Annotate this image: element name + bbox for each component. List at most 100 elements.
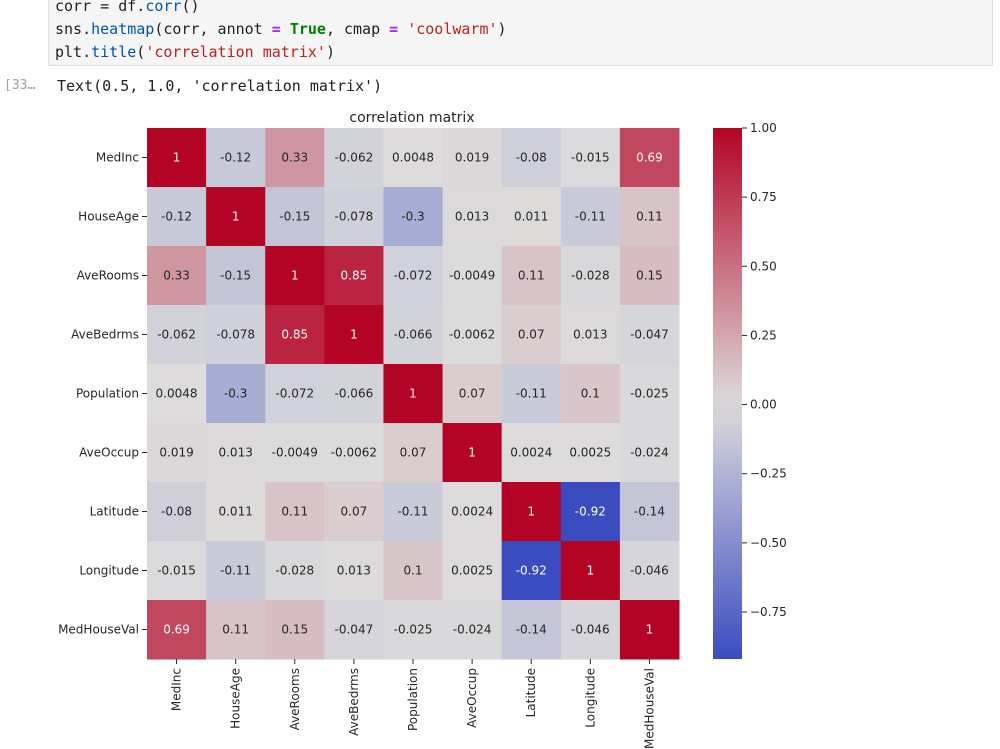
x-tick-label: Latitude (524, 668, 538, 717)
heatmap-cell (442, 600, 503, 660)
cell-annotation: -0.0062 (449, 328, 495, 342)
cell-annotation: -0.046 (571, 623, 610, 637)
cell-annotation: -0.062 (335, 151, 374, 165)
cell-annotation: -0.047 (630, 328, 669, 342)
heatmap-cell (501, 305, 562, 365)
heatmap-cell (383, 541, 444, 601)
heatmap-cell (147, 128, 207, 188)
cell-annotation: -0.072 (275, 387, 314, 401)
colorbar-tick-label: −0.25 (750, 467, 787, 481)
cell-annotation: 1 (232, 210, 240, 224)
cell-annotation: 0.013 (573, 328, 607, 342)
heatmap-cell (147, 423, 207, 483)
cell-annotation: -0.062 (157, 328, 196, 342)
cell-annotation: 1 (527, 505, 535, 519)
cell-annotation: -0.11 (516, 387, 547, 401)
cell-annotation: -0.0049 (272, 446, 318, 460)
cell-annotation: -0.92 (516, 564, 547, 578)
colorbar-tick-label: 0.75 (750, 190, 777, 204)
cell-annotation: -0.028 (275, 564, 314, 578)
cell-annotation: 1 (646, 623, 654, 637)
cell-annotation: 0.0025 (451, 564, 493, 578)
cell-annotation: 0.019 (159, 446, 193, 460)
heatmap-cell (442, 305, 503, 365)
cell-annotation: -0.14 (516, 623, 547, 637)
y-tick-label: AveRooms (77, 269, 139, 283)
y-axis-labels: MedInc HouseAge AveRooms AveBedrms Populatio… (58, 151, 147, 637)
heatmap-cell (442, 423, 503, 483)
heatmap-cell (206, 305, 266, 365)
cell-annotation: -0.14 (634, 505, 665, 519)
cell-annotation: -0.024 (453, 623, 492, 637)
heatmap-cell (265, 305, 325, 365)
heatmap-cell (501, 600, 562, 660)
heatmap-cell (619, 305, 680, 365)
cell-annotation: -0.047 (335, 623, 374, 637)
heatmap-cell (324, 246, 384, 306)
cell-annotation: -0.025 (394, 623, 433, 637)
x-tick-label: AveOccup (465, 668, 479, 728)
colorbar-tick-label: 0.25 (750, 328, 777, 342)
cell-annotation: -0.0062 (331, 446, 377, 460)
heatmap-cell (501, 187, 562, 247)
code-cell[interactable]: corr = df.corr() sns.heatmap(corr, annot… (48, 0, 993, 66)
x-tick-label: HouseAge (229, 668, 243, 729)
cell-annotation: 0.013 (337, 564, 371, 578)
cell-annotation: 0.11 (281, 505, 308, 519)
cell-annotation: 0.15 (281, 623, 308, 637)
cell-annotation: -0.15 (220, 269, 251, 283)
heatmap-cell (442, 482, 503, 542)
heatmap-cell (206, 128, 266, 188)
cell-annotation: 0.011 (218, 505, 252, 519)
heatmap-cell (265, 600, 325, 660)
heatmap-cell (560, 128, 621, 188)
colorbar-tick-label: 0.50 (750, 259, 777, 273)
cell-annotation: -0.066 (394, 328, 433, 342)
heatmap-cell (619, 600, 680, 660)
heatmap-cell (324, 364, 384, 424)
cell-annotation: -0.3 (224, 387, 247, 401)
heatmap-cell (383, 128, 444, 188)
colorbar-tick-label: 0.00 (750, 398, 777, 412)
code-line-3: plt.title('correlation matrix') (55, 43, 335, 61)
cell-annotation: -0.024 (630, 446, 669, 460)
cell-annotation: -0.078 (335, 210, 374, 224)
y-tick-label: Latitude (90, 505, 139, 519)
colorbar-tick-label: 1.00 (750, 121, 777, 135)
x-axis-labels: MedInc HouseAge AveRooms AveBedrms Populatio… (170, 659, 656, 749)
colorbar-tick-label: −0.50 (750, 536, 787, 550)
cell-annotation: 0.013 (218, 446, 252, 460)
heatmap-cell (206, 541, 266, 601)
cell-annotation: -0.028 (571, 269, 610, 283)
heatmap-cell (501, 423, 562, 483)
cell-annotation: 0.1 (581, 387, 600, 401)
heatmap-cell (206, 600, 266, 660)
heatmap-cell (560, 364, 621, 424)
heatmap-cell (442, 187, 503, 247)
heatmap-cell (265, 482, 325, 542)
cell-annotation: -0.015 (571, 151, 610, 165)
y-tick-label: MedHouseVal (58, 623, 139, 637)
heatmap-cell (501, 128, 562, 188)
y-tick-label: MedInc (96, 151, 139, 165)
execution-count-prompt: [33… (4, 78, 36, 93)
heatmap-cell (383, 600, 444, 660)
heatmap-cell (324, 128, 384, 188)
cell-annotation: 1 (350, 328, 358, 342)
heatmap-cell (560, 246, 621, 306)
cell-annotation: -0.11 (397, 505, 428, 519)
heatmap-cell (619, 541, 680, 601)
heatmap-cell (206, 246, 266, 306)
heatmap-cell (265, 128, 325, 188)
heatmap-cell (383, 187, 444, 247)
heatmap-cell (442, 246, 503, 306)
cell-annotation: -0.015 (157, 564, 196, 578)
heatmap-cell (206, 364, 266, 424)
cell-annotation: 0.11 (518, 269, 545, 283)
cell-annotation: -0.08 (516, 151, 547, 165)
heatmap-cell (383, 423, 444, 483)
colorbar-tick-label: −0.75 (750, 605, 787, 619)
heatmap-cell (501, 364, 562, 424)
code-line-1: corr = df.corr() (55, 0, 200, 15)
heatmap-cell (206, 482, 266, 542)
